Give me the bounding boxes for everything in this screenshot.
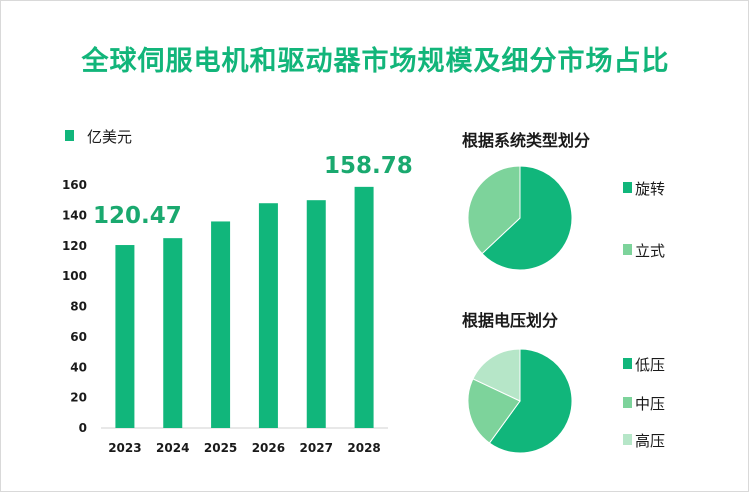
y-tick-label: 80: [70, 300, 87, 314]
x-tick-label: 2026: [252, 441, 285, 455]
x-tick-label: 2028: [347, 441, 380, 455]
y-tick-label: 20: [70, 391, 87, 405]
bar-2028: [354, 186, 374, 428]
x-tick-label: 2027: [300, 441, 333, 455]
pie2-legend-swatch-3: [623, 434, 632, 445]
y-tick-label: 120: [62, 239, 87, 253]
bar-2023: [115, 245, 135, 428]
bar-annotation-2023: 120.47: [93, 203, 182, 229]
pie1-legend-label-1: 旋转: [635, 180, 666, 198]
pie1-slice-2: [467, 165, 521, 255]
bar-2024: [163, 238, 183, 428]
y-tick-label: 40: [70, 360, 87, 374]
bar-annotation-2028: 158.78: [324, 153, 413, 179]
y-tick-label: 160: [62, 178, 87, 192]
bar-legend-swatch: [65, 130, 74, 141]
bar-2027: [306, 200, 326, 428]
x-tick-label: 2024: [156, 441, 189, 455]
bar-2025: [211, 221, 231, 428]
x-tick-label: 2025: [204, 441, 237, 455]
y-tick-label: 100: [62, 269, 87, 283]
pie2-slice-1: [488, 348, 573, 454]
pie1-legend-swatch-2: [623, 244, 632, 255]
pie1-title: 根据系统类型划分: [462, 131, 591, 150]
pie2-legend-swatch-1: [623, 358, 632, 369]
y-tick-label: 140: [62, 208, 87, 222]
pie2-legend-label-1: 低压: [635, 356, 666, 374]
pie2-legend-label-2: 中压: [635, 395, 666, 413]
pie1-slice-1: [481, 165, 573, 271]
pie1-legend-label-2: 立式: [635, 242, 666, 260]
chart-title: 全球伺服电机和驱动器市场规模及细分市场占比: [81, 46, 670, 77]
bar-legend-label: 亿美元: [87, 128, 133, 146]
pie1-legend-swatch-1: [623, 182, 632, 193]
pie2-slice-3: [472, 348, 521, 402]
x-tick-label: 2023: [108, 441, 141, 455]
y-tick-label: 0: [79, 421, 87, 435]
pie2-title: 根据电压划分: [462, 311, 559, 330]
y-tick-label: 60: [70, 330, 87, 344]
pie2-legend-swatch-2: [623, 397, 632, 408]
pie2-legend-label-3: 高压: [635, 432, 666, 450]
bar-2026: [258, 203, 278, 428]
